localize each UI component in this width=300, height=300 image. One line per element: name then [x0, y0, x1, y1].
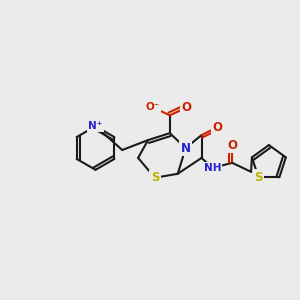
Text: N: N	[181, 142, 191, 154]
Text: NH: NH	[204, 163, 221, 173]
Text: O: O	[212, 121, 222, 134]
Text: O: O	[227, 139, 237, 152]
Text: S: S	[151, 171, 159, 184]
Text: O⁻: O⁻	[146, 102, 160, 112]
Text: S: S	[254, 171, 263, 184]
Text: N⁺: N⁺	[88, 121, 103, 131]
Text: O: O	[182, 101, 192, 114]
